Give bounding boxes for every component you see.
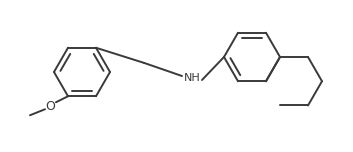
Text: O: O xyxy=(45,100,55,113)
Text: NH: NH xyxy=(184,73,201,83)
